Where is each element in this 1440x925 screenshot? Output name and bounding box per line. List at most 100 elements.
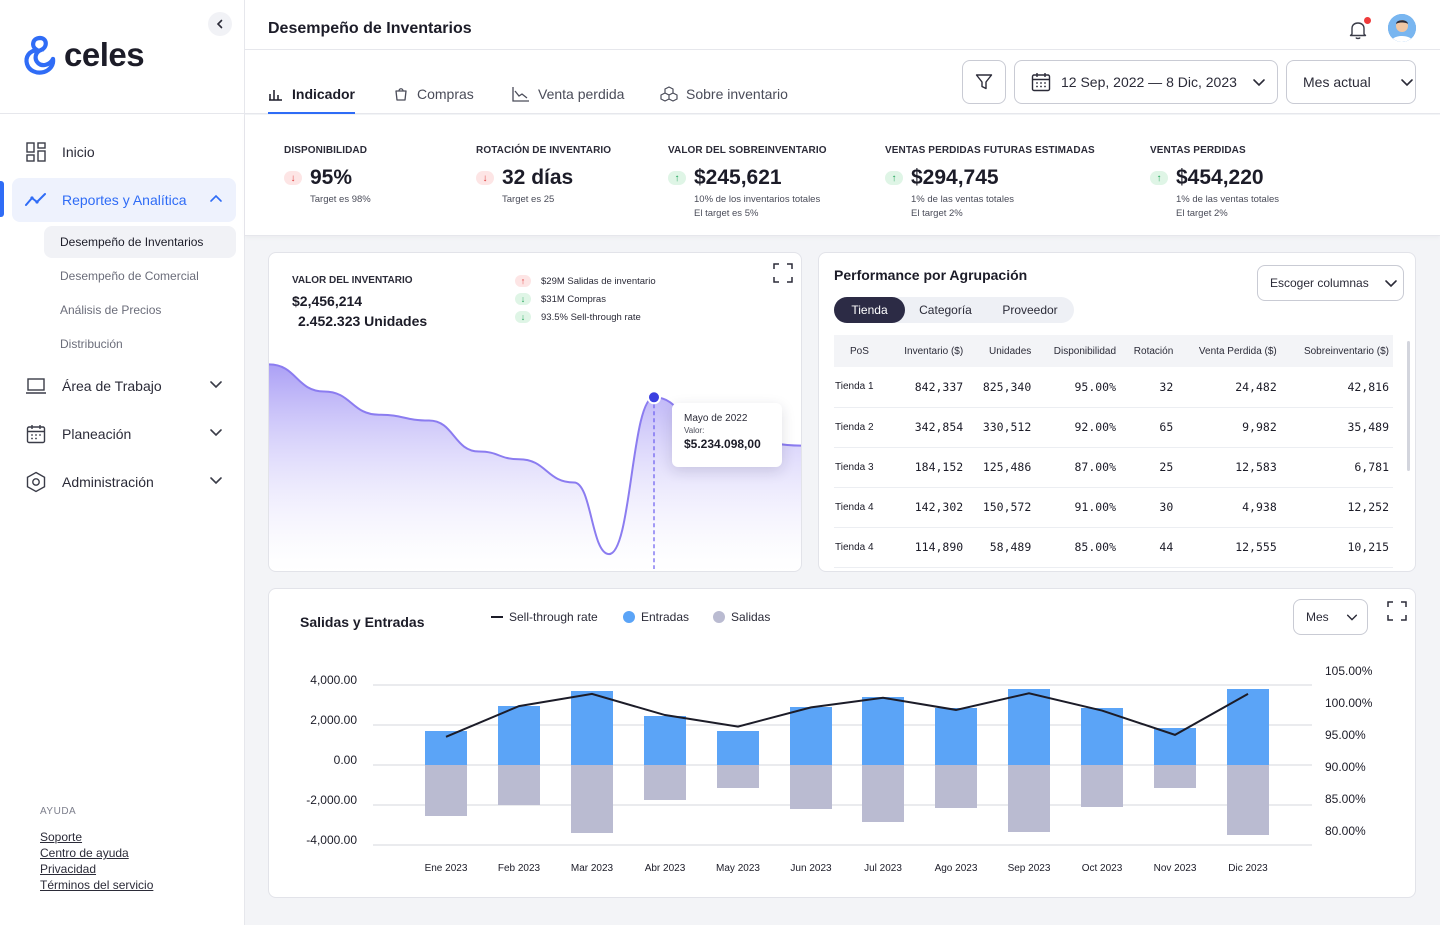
sidebar-item-label: Planeación [62, 426, 132, 442]
legend-text: 93.5% Sell-through rate [541, 311, 641, 323]
y2-tick-label: 95.00% [1325, 728, 1366, 742]
sidebar-item-area-trabajo[interactable]: Área de Trabajo [12, 364, 236, 408]
help-link-soporte[interactable]: Soporte [40, 830, 83, 844]
table-row[interactable]: Tienda 4 114,890 58,489 85.00% 44 12,555 10,21… [834, 527, 1393, 568]
kpi-note: Target es 98% [310, 194, 371, 205]
chevron-down-icon [1400, 79, 1413, 87]
y-tick-label: -4,000.00 [306, 833, 357, 847]
salidas-bar [717, 765, 759, 788]
performance-title: Performance por Agrupación [834, 267, 1028, 283]
expand-icon[interactable] [1387, 601, 1407, 621]
top-bar: Desempeño de Inventarios [245, 0, 1440, 50]
entradas-bar [1081, 708, 1123, 765]
boxes-icon [660, 86, 678, 102]
tooltip-month: Mayo de 2022 [684, 413, 748, 424]
user-avatar[interactable] [1388, 14, 1416, 42]
table-cell: Tienda 3 [834, 447, 887, 488]
tab-sobre-inventario[interactable]: Sobre inventario [660, 86, 788, 114]
legend-sellthrough[interactable]: Sell-through rate [491, 610, 598, 624]
entradas-bar [571, 691, 613, 765]
column-header[interactable]: PoS [834, 335, 887, 367]
sidebar-item-reportes[interactable]: Reportes y Analítica [12, 178, 236, 222]
tab-compras[interactable]: Compras [393, 86, 474, 114]
help-link-centro-ayuda[interactable]: Centro de ayuda [40, 846, 129, 860]
help-link-privacidad[interactable]: Privacidad [40, 862, 97, 876]
avatar-icon [1388, 14, 1416, 42]
arrow-up-icon: ↑ [1150, 171, 1168, 185]
collapse-sidebar-button[interactable] [208, 12, 232, 36]
kpi-note: Target es 25 [502, 194, 555, 205]
column-header[interactable]: Sobreinventario ($) [1280, 335, 1393, 367]
help-link-terminos[interactable]: Términos del servicio [40, 878, 154, 892]
table-row[interactable]: Tienda 3 184,152 125,486 87.00% 25 12,583 6,78… [834, 447, 1393, 488]
highlight-point[interactable] [647, 390, 661, 405]
kpi-note-line: El target 2% [911, 208, 963, 219]
sidebar-item-label: Reportes y Analítica [62, 192, 187, 208]
date-range-picker[interactable]: 12 Sep, 2022 — 8 Dic, 2023 [1014, 60, 1278, 104]
inventory-value-card: VALOR DEL INVENTARIO $2,456,214 2.452.32… [268, 252, 802, 572]
inventory-units: 2.452.323 Unidades [298, 313, 428, 329]
table-row[interactable]: Tienda 2 342,854 330,512 92.00% 65 9,982 35,48… [834, 407, 1393, 448]
subitem-desempeno-comercial[interactable]: Desempeño de Comercial [60, 269, 199, 283]
trend-line-icon [24, 188, 48, 212]
entradas-bar [1227, 689, 1269, 765]
subitem-analisis-precios[interactable]: Análisis de Precios [60, 303, 162, 317]
kpi-note: 10% de los inventarios totales El target … [694, 193, 827, 221]
legend-entradas[interactable]: Entradas [623, 610, 689, 624]
legend-salidas[interactable]: Salidas [713, 610, 770, 624]
chart-tooltip: Mayo de 2022 Valor: $5.234.098,00 [672, 403, 782, 467]
sidebar-item-administracion[interactable]: Administración [12, 460, 236, 504]
segment-proveedor[interactable]: Proveedor [1002, 303, 1058, 317]
table-scrollbar[interactable] [1407, 341, 1410, 471]
salidas-bar [790, 765, 832, 809]
table-row[interactable]: Tienda 1 842,337 825,340 95.00% 32 24,482 42,8… [834, 367, 1393, 408]
kpi-rotacion: ROTACIÓN DE INVENTARIO ↓ 32 días Target e… [476, 145, 611, 207]
tab-venta-perdida[interactable]: Venta perdida [512, 86, 624, 114]
table-row[interactable]: Tienda 4 142,302 150,572 91.00% 30 4,938 12,25… [834, 487, 1393, 528]
tooltip-sublabel: Valor: [684, 426, 705, 435]
subitem-desempeno-inventarios[interactable]: Desempeño de Inventarios [44, 226, 236, 258]
y2-tick-label: 85.00% [1325, 792, 1366, 806]
chevron-up-icon [210, 194, 222, 202]
period-select[interactable]: Mes actual [1286, 60, 1416, 104]
entradas-bar [644, 716, 686, 765]
column-header[interactable]: Inventario ($) [886, 335, 968, 367]
sidebar-item-inicio[interactable]: Inicio [12, 130, 236, 174]
celes-logo-icon [24, 35, 56, 75]
table-cell: 142,302 [886, 487, 968, 528]
arrow-down-icon: ↓ [284, 171, 302, 185]
column-header[interactable]: Unidades [967, 335, 1036, 367]
notifications-button[interactable] [1349, 17, 1371, 42]
segment-categoria[interactable]: Categoría [919, 303, 972, 317]
tab-indicador[interactable]: Indicador [268, 86, 356, 114]
column-header[interactable]: Rotación [1120, 335, 1178, 367]
salidas-bar [1081, 765, 1123, 807]
chart-period-value: Mes [1306, 610, 1329, 624]
y2-tick-label: 80.00% [1325, 824, 1366, 838]
sidebar: celes Inicio Reportes y Analítica Desemp… [0, 0, 245, 925]
sidebar-item-planeacion[interactable]: Planeación [12, 412, 236, 456]
kpi-value: $294,745 [911, 166, 999, 189]
inventory-amount: $2,456,214 [292, 293, 363, 309]
chart-period-select[interactable]: Mes [1293, 599, 1368, 635]
subitem-distribucion[interactable]: Distribución [60, 337, 123, 351]
kpi-label: ROTACIÓN DE INVENTARIO [476, 145, 612, 156]
x-tick-label: Ago 2023 [935, 863, 978, 874]
column-header[interactable]: Venta Perdida ($) [1177, 335, 1281, 367]
shopping-bag-icon [395, 88, 407, 101]
segment-tienda[interactable]: Tienda [834, 297, 905, 323]
choose-columns-label: Escoger columnas [1270, 276, 1369, 290]
column-header[interactable]: Disponibilidad [1035, 335, 1121, 367]
entradas-bar [790, 707, 832, 765]
entradas-bar [935, 708, 977, 765]
legend-label: Sell-through rate [509, 610, 598, 624]
filter-button[interactable] [962, 60, 1006, 104]
dot-icon [713, 611, 725, 623]
y-tick-label: -2,000.00 [306, 793, 357, 807]
period-value: Mes actual [1303, 74, 1371, 90]
choose-columns-button[interactable]: Escoger columnas [1257, 265, 1404, 301]
active-indicator [0, 181, 4, 217]
logo[interactable]: celes [22, 34, 145, 76]
entradas-bar [1008, 689, 1050, 765]
expand-icon[interactable] [773, 263, 793, 283]
